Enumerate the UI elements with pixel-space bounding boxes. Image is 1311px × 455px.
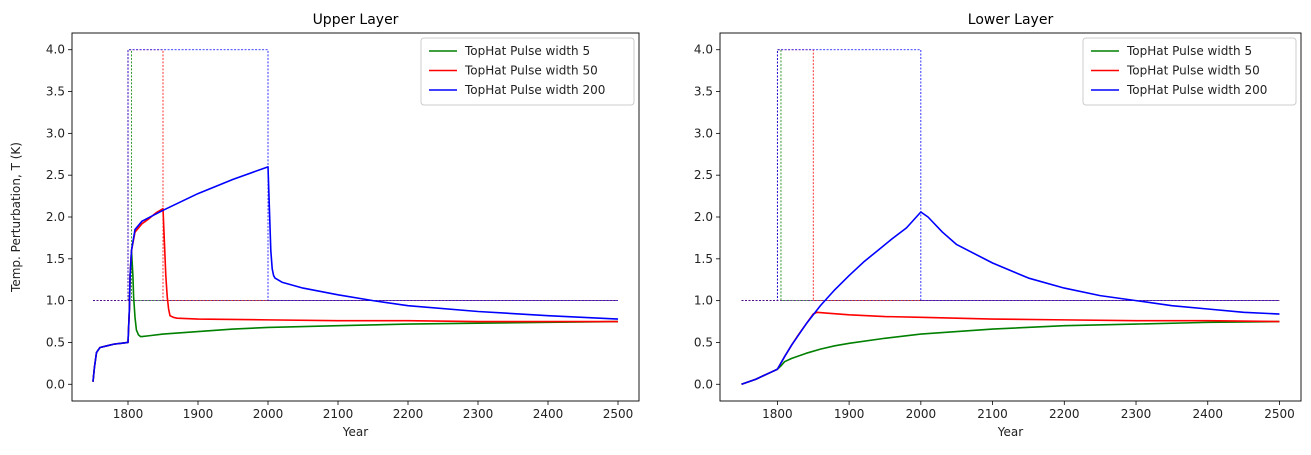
legend-entry-label: TopHat Pulse width 200 (464, 83, 605, 97)
x-tick-label: 2200 (1049, 407, 1080, 421)
legend-entry-label: TopHat Pulse width 5 (464, 44, 590, 58)
series-line-1 (741, 320, 1280, 386)
x-tick-label: 2300 (463, 407, 494, 421)
x-tick-label: 2100 (977, 407, 1008, 421)
y-tick-label: 1.5 (46, 252, 65, 266)
legend-entry-label: TopHat Pulse width 50 (1126, 64, 1260, 78)
legend: TopHat Pulse width 5 TopHat Pulse width 5… (1082, 37, 1297, 106)
legend: TopHat Pulse width 5 TopHat Pulse width 5… (420, 37, 635, 106)
x-tick-label: 2100 (323, 407, 354, 421)
y-tick-label: 1.0 (694, 294, 713, 308)
y-axis-label: Temp. Perturbation, T (K) (9, 142, 23, 293)
x-axis-label: Year (342, 425, 368, 439)
y-tick-label: 4.0 (694, 43, 713, 57)
chart-title: Lower Layer (968, 12, 1054, 28)
legend-box (420, 37, 635, 106)
y-tick-label: 2.5 (694, 168, 713, 182)
x-tick-label: 1800 (113, 407, 144, 421)
x-tick-label: 2500 (603, 407, 634, 421)
series-line-2 (92, 207, 618, 382)
y-tick-label: 0.0 (46, 377, 65, 391)
y-tick-label: 1.0 (46, 294, 65, 308)
y-tick-label: 2.0 (694, 210, 713, 224)
plot-area (741, 49, 1280, 386)
y-tick-label: 2.0 (46, 210, 65, 224)
legend-entry-label: TopHat Pulse width 200 (1126, 83, 1267, 97)
plot-area (92, 49, 619, 382)
y-tick-label: 3.0 (46, 126, 65, 140)
series-line-3 (741, 211, 1280, 386)
x-tick-label: 1900 (834, 407, 865, 421)
y-tick-label: 2.5 (46, 168, 65, 182)
x-tick-label: 2400 (1192, 407, 1223, 421)
x-tick-label: 2000 (906, 407, 937, 421)
y-tick-label: 1.5 (694, 252, 713, 266)
y-tick-label: 3.0 (694, 126, 713, 140)
chart-panel-2: Lower Layer 1800 1900 2000 2100 2200 2300 2400 2… (694, 12, 1302, 439)
x-tick-label: 2200 (393, 407, 424, 421)
y-tick-label: 0.5 (46, 335, 65, 349)
x-tick-label: 2300 (1121, 407, 1152, 421)
x-tick-label: 2400 (533, 407, 564, 421)
y-tick-label: 0.0 (694, 377, 713, 391)
x-tick-label: 1900 (183, 407, 214, 421)
legend-box (1082, 37, 1297, 106)
chart-title: Upper Layer (313, 12, 399, 28)
x-tick-label: 2500 (1264, 407, 1295, 421)
x-tick-label: 1800 (762, 407, 793, 421)
series-line-3 (92, 166, 619, 382)
legend-entry-label: TopHat Pulse width 50 (464, 64, 598, 78)
y-tick-label: 4.0 (46, 43, 65, 57)
chart-panel-1: Upper Layer 1800 1900 2000 2100 2200 2300 2400 2… (9, 12, 640, 439)
y-tick-label: 3.5 (694, 85, 713, 99)
x-tick-label: 2000 (253, 407, 284, 421)
y-tick-label: 3.5 (46, 85, 65, 99)
legend-entry-label: TopHat Pulse width 5 (1126, 44, 1252, 58)
y-tick-label: 0.5 (694, 335, 713, 349)
x-axis-label: Year (997, 425, 1023, 439)
